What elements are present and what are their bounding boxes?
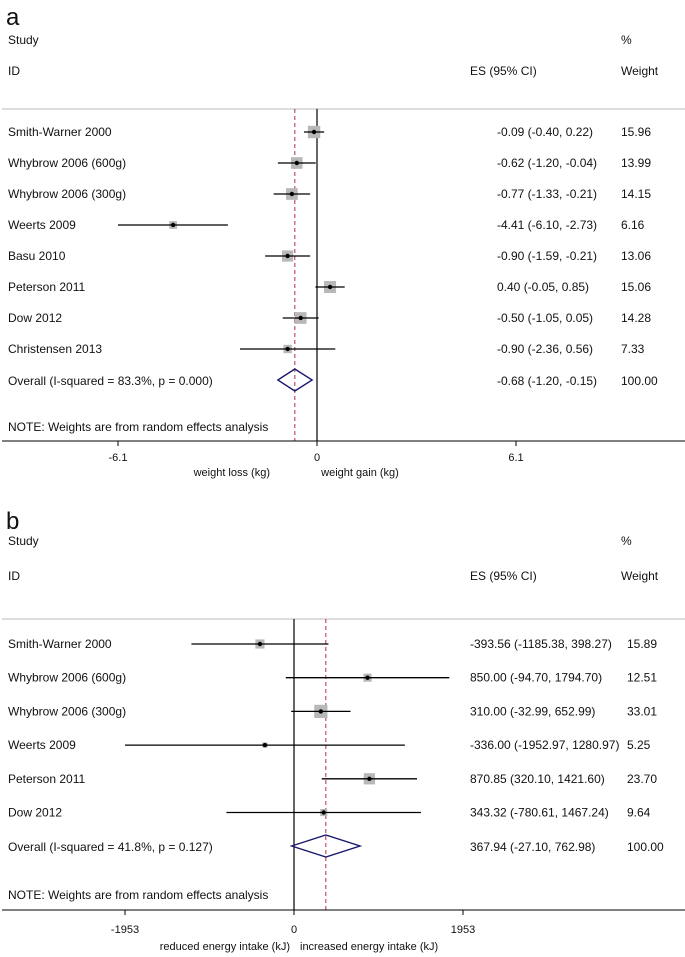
- study-name: Christensen 2013: [8, 342, 102, 356]
- study-es-text: -393.56 (-1185.38, 398.27): [470, 637, 612, 651]
- overall-es-text: -0.68 (-1.20, -0.15): [497, 374, 597, 388]
- study-weight: 13.99: [621, 156, 651, 170]
- weights-note: NOTE: Weights are from random effects an…: [8, 888, 268, 902]
- study-rows: Smith-Warner 2000 -0.09 (-0.40, 0.22) 15.9…: [8, 125, 651, 356]
- header-study: Study: [8, 33, 39, 47]
- point-estimate: [298, 315, 303, 321]
- study-es-text: -0.77 (-1.33, -0.21): [497, 187, 597, 201]
- overall-weight: 100.00: [627, 840, 664, 854]
- tick-label: 1953: [451, 924, 475, 936]
- point-estimate: [318, 709, 324, 714]
- study-weight: 6.16: [621, 218, 645, 232]
- header-weight: Weight: [621, 569, 659, 583]
- header-percent: %: [621, 534, 632, 548]
- study-weight: 15.96: [621, 125, 651, 139]
- study-es-text: -0.09 (-0.40, 0.22): [497, 125, 593, 139]
- point-estimate: [311, 129, 317, 135]
- header-weight: Weight: [621, 64, 659, 78]
- plot-marks: [125, 619, 450, 910]
- x-axis-ticks: -1953 0 1953: [111, 910, 475, 936]
- panel-label: a: [6, 4, 20, 31]
- overall-es-text: 367.94 (-27.10, 762.98): [470, 840, 595, 854]
- study-name: Whybrow 2006 (600g): [8, 156, 126, 170]
- point-estimate: [170, 222, 176, 228]
- overall-label: Overall (I-squared = 83.3%, p = 0.000): [8, 374, 213, 388]
- point-estimate: [285, 346, 290, 352]
- point-estimate: [294, 160, 299, 166]
- overall-weight: 100.00: [621, 374, 658, 388]
- header-id: ID: [8, 569, 20, 583]
- study-es-text: 850.00 (-94.70, 1794.70): [470, 671, 602, 685]
- study-weight: 23.70: [627, 772, 657, 786]
- panel-b: b Study ID ES (95% CI) % Weight Smith-Wa…: [2, 508, 685, 953]
- panel-a: a Study ID ES (95% CI) % Weight Smith-Wa…: [2, 4, 685, 479]
- x-axis-ticks: -6.1 0 6.1: [109, 441, 524, 464]
- study-weight: 33.01: [627, 704, 657, 718]
- overall-label: Overall (I-squared = 41.8%, p = 0.127): [8, 840, 213, 854]
- study-name: Smith-Warner 2000: [8, 637, 112, 651]
- study-weight: 15.06: [621, 280, 651, 294]
- study-weight: 14.28: [621, 311, 651, 325]
- study-name: Peterson 2011: [8, 280, 85, 294]
- study-name: Weerts 2009: [8, 218, 76, 232]
- study-es-text: -4.41 (-6.10, -2.73): [497, 218, 597, 232]
- study-weight: 9.64: [627, 806, 651, 820]
- point-estimate: [285, 253, 290, 259]
- axis-label-right: increased energy intake (kJ): [300, 941, 438, 953]
- panel-label: b: [6, 508, 19, 535]
- axis-label-right: weight gain (kg): [320, 467, 399, 479]
- study-es-text: 343.32 (-780.61, 1467.24): [470, 806, 609, 820]
- study-name: Weerts 2009: [8, 738, 76, 752]
- study-weight: 12.51: [627, 671, 657, 685]
- header-es: ES (95% CI): [470, 64, 537, 78]
- study-weight: 15.89: [627, 637, 657, 651]
- study-es-text: 870.85 (320.10, 1421.60): [470, 772, 605, 786]
- header-id: ID: [8, 64, 20, 78]
- tick-label: -1953: [111, 924, 139, 936]
- study-weight: 13.06: [621, 249, 651, 263]
- study-name: Whybrow 2006 (300g): [8, 704, 126, 718]
- point-estimate: [289, 191, 295, 197]
- point-estimate: [321, 810, 326, 815]
- study-es-text: -336.00 (-1952.97, 1280.97): [470, 738, 619, 752]
- overall-diamond: [289, 834, 363, 858]
- tick-label: 6.1: [508, 452, 523, 464]
- study-es-text: -0.90 (-1.59, -0.21): [497, 249, 597, 263]
- study-name: Peterson 2011: [8, 772, 85, 786]
- point-estimate: [327, 284, 333, 290]
- weights-note: NOTE: Weights are from random effects an…: [8, 420, 268, 434]
- study-weight: 7.33: [621, 342, 645, 356]
- header-es: ES (95% CI): [470, 569, 537, 583]
- study-es-text: -0.50 (-1.05, 0.05): [497, 311, 593, 325]
- tick-label: -6.1: [109, 452, 128, 464]
- point-estimate: [257, 641, 263, 647]
- tick-label: 0: [314, 452, 320, 464]
- study-es-text: 310.00 (-32.99, 652.99): [470, 704, 595, 718]
- study-weight: 14.15: [621, 187, 651, 201]
- header-study: Study: [8, 534, 39, 548]
- header-percent: %: [621, 33, 632, 47]
- study-name: Basu 2010: [8, 249, 66, 263]
- study-name: Whybrow 2006 (300g): [8, 187, 126, 201]
- plot-marks: [118, 109, 345, 441]
- study-name: Smith-Warner 2000: [8, 125, 112, 139]
- study-name: Dow 2012: [8, 806, 62, 820]
- study-name: Whybrow 2006 (600g): [8, 671, 126, 685]
- axis-label-left: weight loss (kg): [193, 467, 270, 479]
- tick-label: 0: [291, 924, 297, 936]
- point-estimate: [367, 776, 372, 781]
- study-es-text: 0.40 (-0.05, 0.85): [497, 280, 589, 294]
- point-estimate: [262, 742, 268, 748]
- axis-label-left: reduced energy intake (kJ): [160, 941, 290, 953]
- study-weight: 5.25: [627, 738, 651, 752]
- study-name: Dow 2012: [8, 311, 62, 325]
- study-es-text: -0.62 (-1.20, -0.04): [497, 156, 597, 170]
- study-rows: Smith-Warner 2000 -393.56 (-1185.38, 398.…: [8, 637, 657, 820]
- overall-diamond: [276, 368, 314, 392]
- study-es-text: -0.90 (-2.36, 0.56): [497, 342, 593, 356]
- point-estimate: [365, 675, 370, 680]
